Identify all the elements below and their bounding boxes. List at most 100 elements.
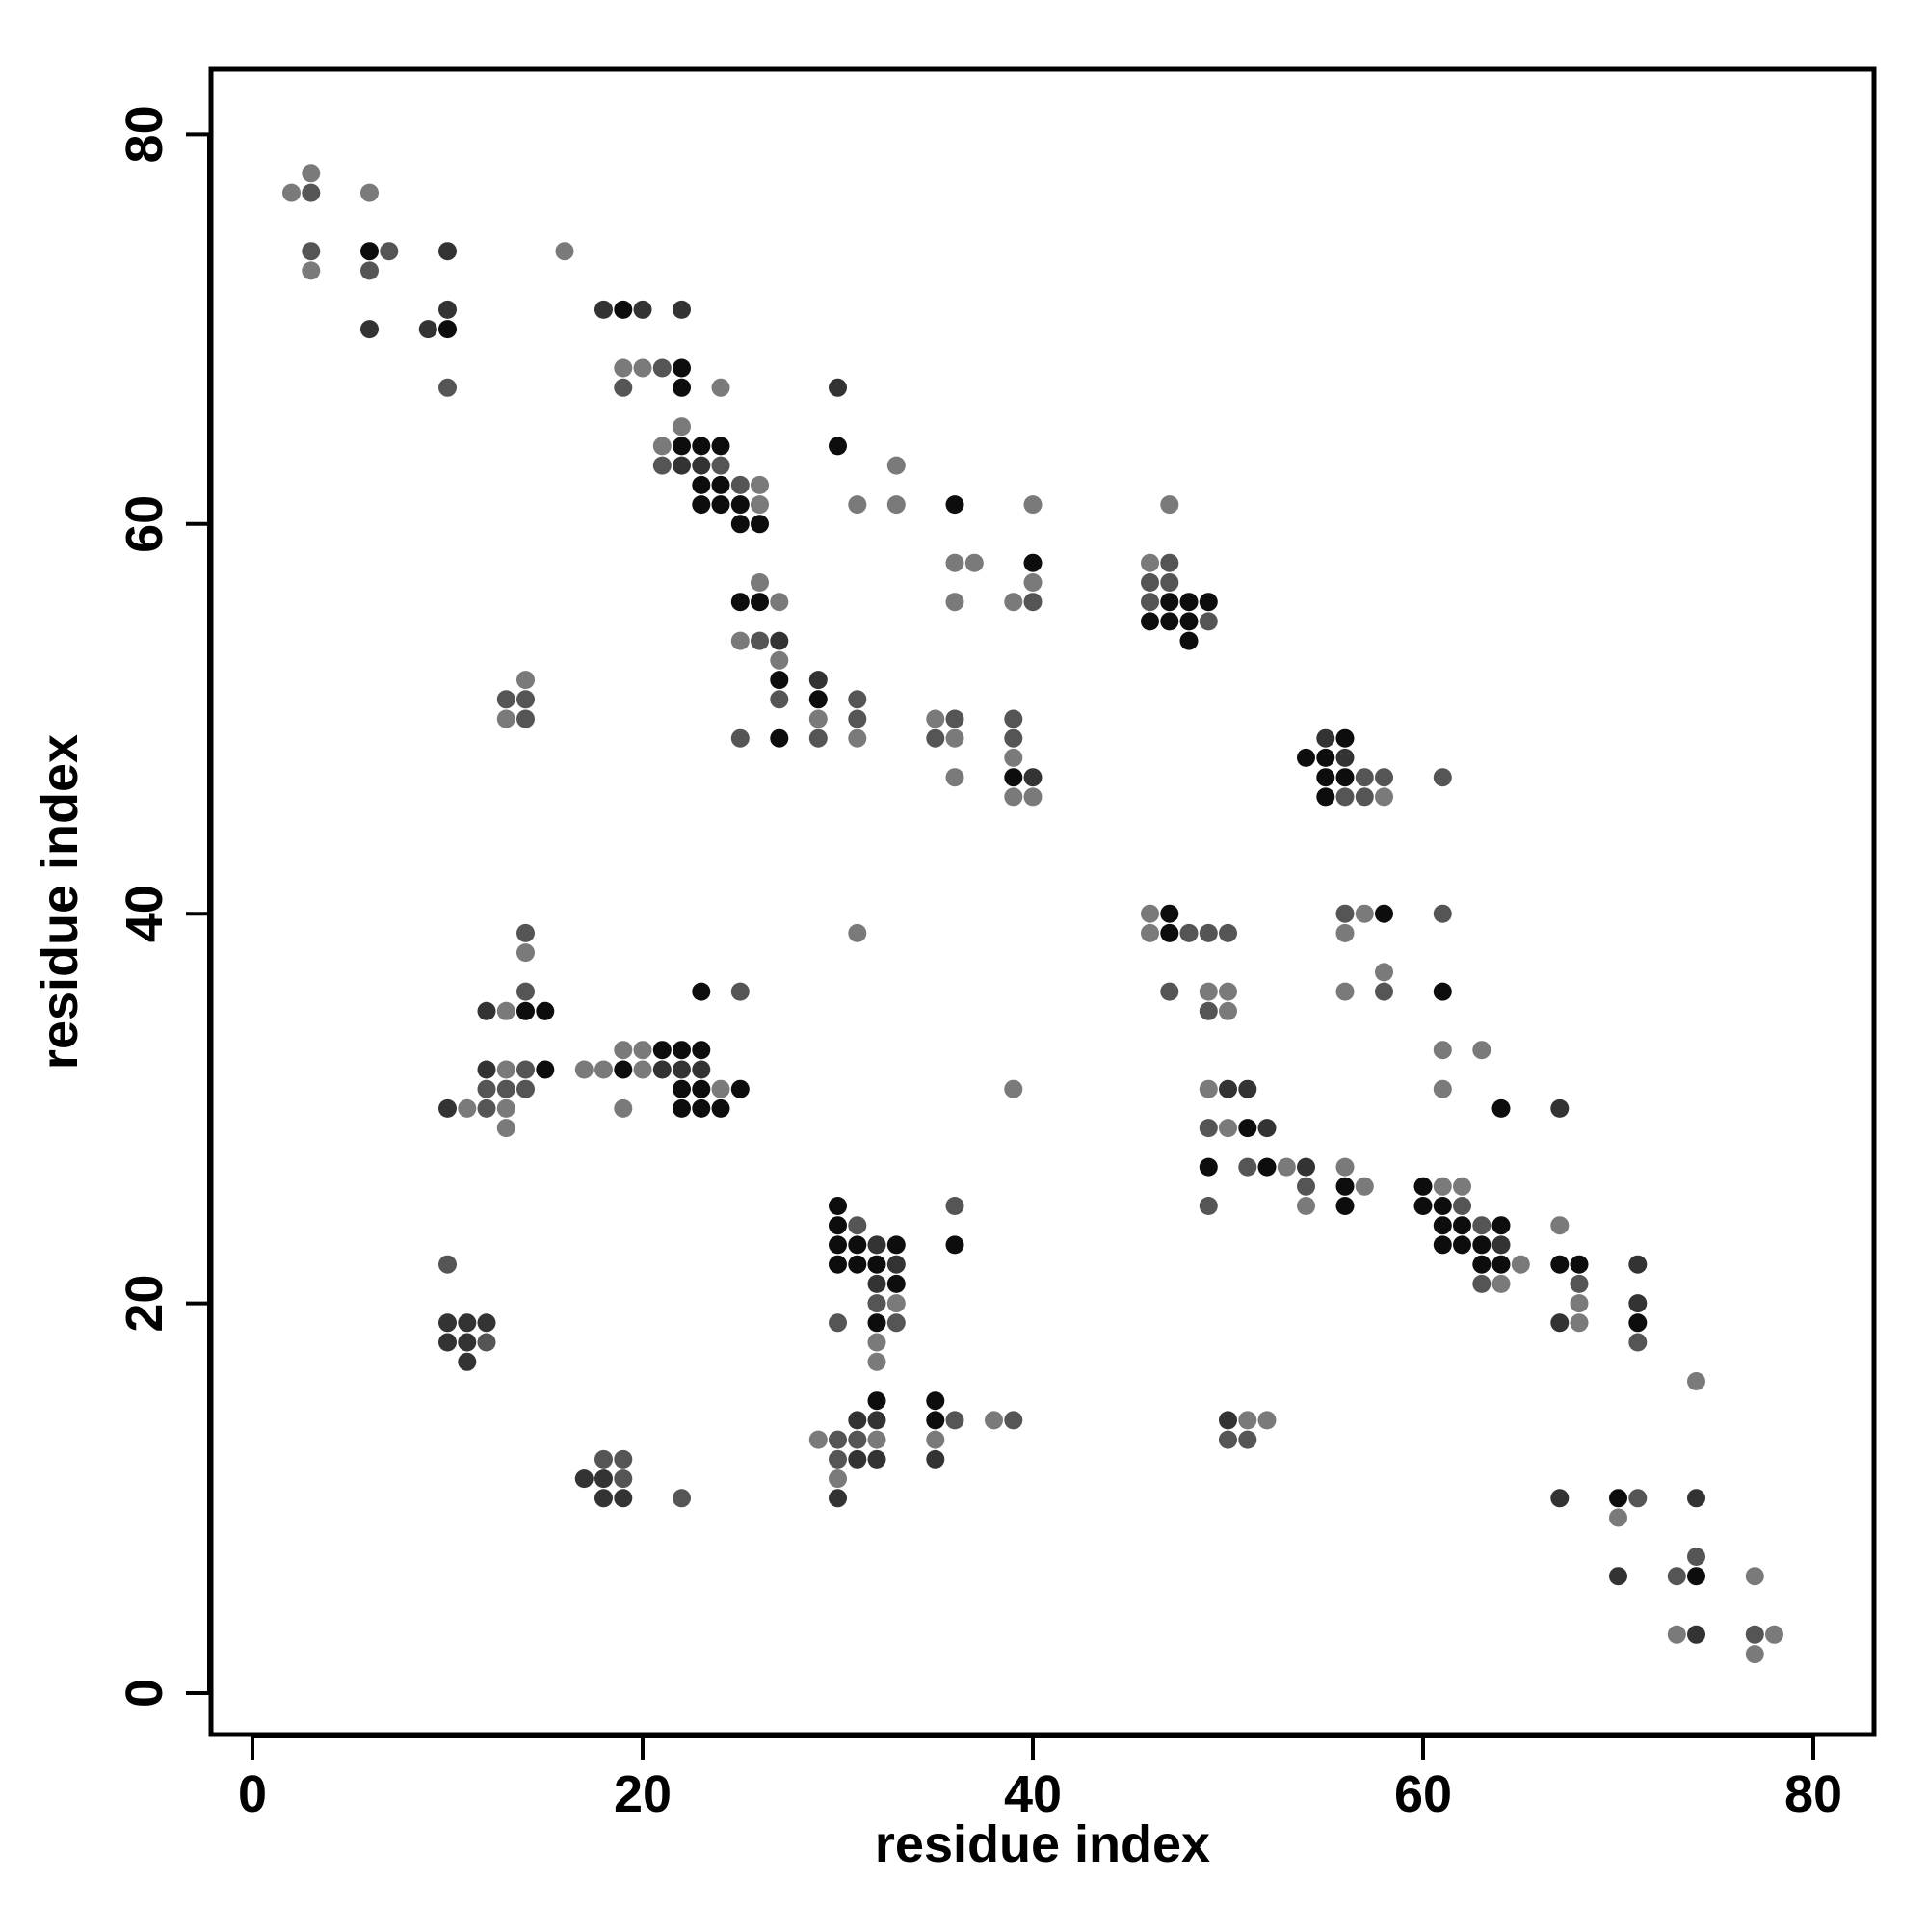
data-point (1004, 768, 1023, 787)
data-point (1355, 1177, 1374, 1196)
data-point (594, 1449, 613, 1469)
data-point (829, 378, 847, 397)
data-point (516, 982, 535, 1001)
data-point (1199, 1119, 1218, 1138)
data-point (886, 1294, 906, 1313)
data-point (652, 358, 672, 378)
data-point (1004, 748, 1023, 767)
data-point (730, 728, 750, 748)
data-point (302, 242, 321, 261)
data-point (1219, 1430, 1237, 1449)
data-point (1023, 593, 1043, 612)
data-point (829, 1313, 847, 1333)
data-point (594, 1060, 613, 1079)
data-point (1375, 963, 1393, 982)
data-point (867, 1235, 886, 1255)
data-point (1433, 904, 1452, 923)
data-point (1433, 982, 1452, 1001)
data-point (1160, 593, 1179, 612)
x-tick-label: 60 (1394, 1765, 1452, 1823)
data-point (945, 1197, 964, 1215)
data-point (1745, 1625, 1764, 1644)
data-point (808, 1430, 828, 1449)
data-point (1433, 1177, 1452, 1196)
data-point (867, 1294, 886, 1313)
data-point (1160, 573, 1179, 592)
data-point (829, 1469, 847, 1489)
data-point (1238, 1411, 1257, 1430)
data-point (1335, 904, 1355, 923)
data-point (964, 553, 984, 572)
data-point (1219, 923, 1237, 942)
data-point (1199, 593, 1218, 612)
data-point (926, 1430, 945, 1449)
data-point (536, 1060, 555, 1079)
data-point (1433, 1216, 1452, 1235)
data-point (829, 437, 847, 456)
data-point (730, 495, 750, 515)
data-point (1219, 1001, 1237, 1020)
data-point (594, 1469, 613, 1489)
data-point (673, 358, 691, 378)
data-point (516, 671, 535, 690)
data-point (673, 300, 691, 319)
data-point (418, 320, 437, 339)
data-point (1628, 1333, 1648, 1352)
data-point (1628, 1489, 1648, 1508)
data-point (1141, 612, 1159, 631)
data-point (1570, 1274, 1589, 1293)
data-point (360, 242, 379, 261)
data-point (730, 982, 750, 1001)
data-point (886, 1313, 906, 1333)
data-point (1316, 748, 1335, 767)
y-axis: 0 20 40 60 80 (116, 105, 211, 1707)
data-point (302, 261, 321, 280)
data-point (1550, 1313, 1570, 1333)
data-point (770, 690, 789, 709)
data-point (1141, 593, 1159, 612)
data-point (438, 1255, 457, 1274)
data-point (730, 475, 750, 494)
data-point (1687, 1489, 1705, 1508)
data-point (673, 1489, 691, 1508)
data-point (730, 593, 750, 612)
data-point (1511, 1255, 1530, 1274)
data-point (1160, 553, 1179, 572)
data-point (1472, 1216, 1491, 1235)
data-point (282, 183, 301, 202)
data-point (1687, 1625, 1705, 1644)
x-axis: 0 20 40 60 80 (238, 1734, 1842, 1823)
data-point (1472, 1255, 1491, 1274)
x-axis-title: residue index (875, 1815, 1210, 1873)
data-point (848, 923, 867, 942)
data-point (1628, 1313, 1648, 1333)
data-point (652, 1060, 672, 1079)
data-point (1199, 1157, 1218, 1177)
data-point (477, 1333, 496, 1352)
data-point (1453, 1216, 1471, 1235)
data-point (867, 1352, 886, 1371)
data-point (1023, 573, 1043, 592)
data-point (516, 923, 535, 942)
data-point (1433, 768, 1452, 787)
data-point (808, 690, 828, 709)
data-point (1335, 748, 1355, 767)
data-point (730, 1079, 750, 1098)
data-point (516, 1001, 535, 1020)
data-point (1667, 1567, 1686, 1586)
data-point (1023, 553, 1043, 572)
data-point (711, 475, 730, 494)
data-point (770, 650, 789, 670)
data-point (574, 1060, 594, 1079)
data-point (1609, 1489, 1627, 1508)
data-point (1199, 923, 1218, 942)
data-point (751, 573, 769, 592)
data-point (614, 1469, 633, 1489)
data-point (1609, 1567, 1627, 1586)
data-point (1745, 1645, 1764, 1664)
data-point (536, 1001, 555, 1020)
data-point (1199, 982, 1218, 1001)
data-point (516, 709, 535, 728)
x-tick-label: 20 (614, 1765, 672, 1823)
